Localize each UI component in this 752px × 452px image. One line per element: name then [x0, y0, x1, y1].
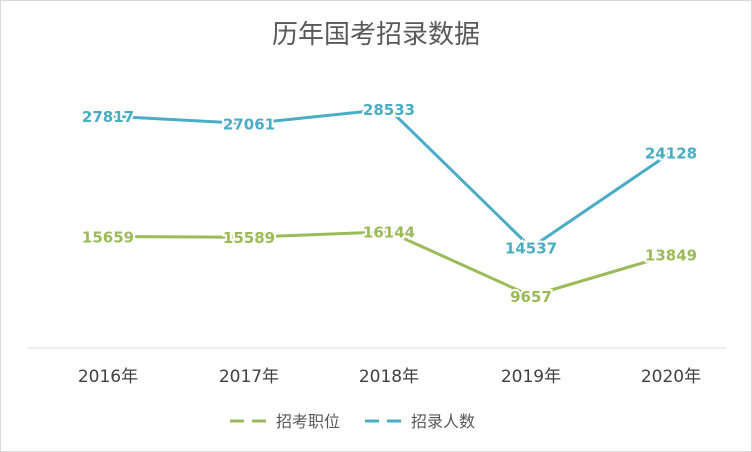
- data-label: 16144: [363, 224, 415, 242]
- series-line-0: [106, 230, 673, 298]
- data-label: 14537: [505, 240, 557, 258]
- data-label: 24128: [645, 145, 697, 163]
- chart-title: 历年国考招录数据: [271, 20, 480, 50]
- data-label: 15589: [223, 229, 275, 247]
- x-tick-label: 2020年: [641, 367, 701, 387]
- legend-item-1: 招录人数: [365, 412, 475, 431]
- legend-label: 招考职位: [276, 412, 340, 431]
- data-label: 9657: [510, 288, 552, 306]
- data-label: 27817: [82, 108, 134, 126]
- x-tick-label: 2017年: [219, 367, 279, 387]
- data-label: 13849: [645, 247, 697, 265]
- data-label: 27061: [223, 116, 275, 134]
- legend-item-0: 招考职位: [230, 412, 340, 431]
- data-label: 15659: [82, 229, 134, 247]
- data-label: 28533: [363, 101, 415, 119]
- x-tick-label: 2016年: [78, 367, 138, 387]
- legend-label: 招录人数: [411, 412, 475, 431]
- series-line-1: [106, 107, 673, 250]
- x-tick-label: 2018年: [359, 367, 419, 387]
- x-tick-label: 2019年: [501, 367, 561, 387]
